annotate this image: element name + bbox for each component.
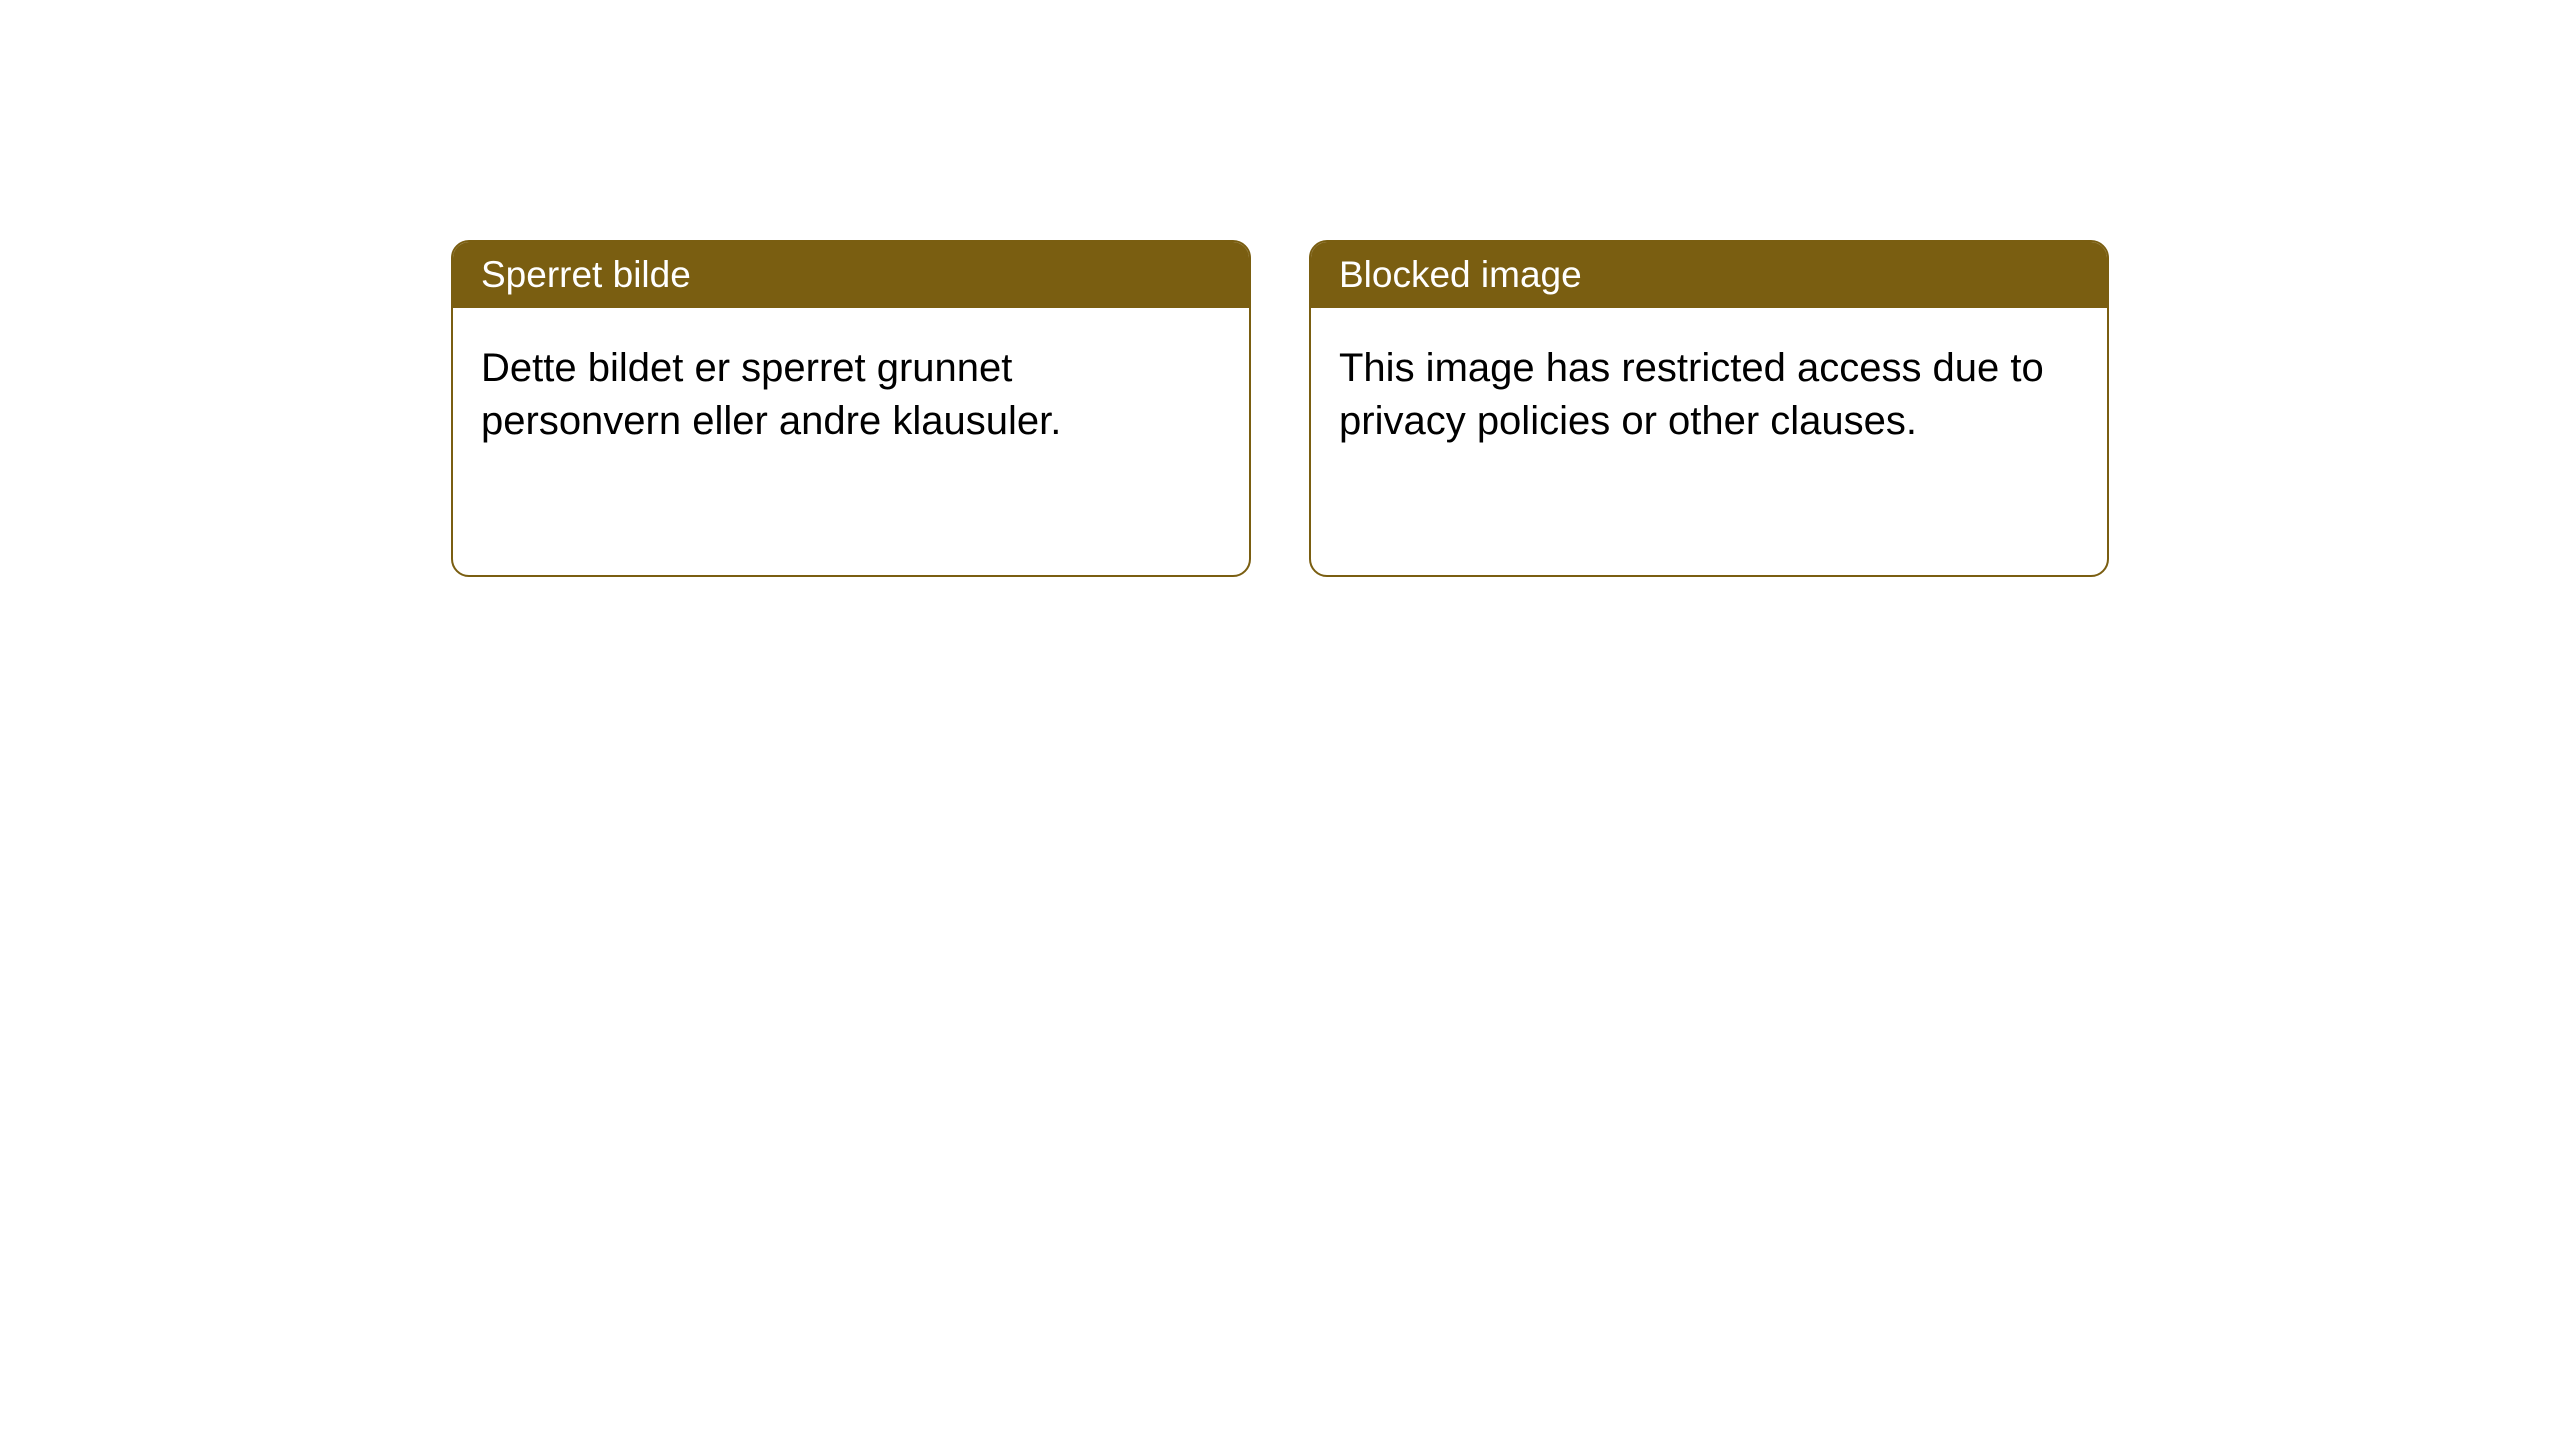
card-message: Dette bildet er sperret grunnet personve… (481, 346, 1061, 443)
card-header: Sperret bilde (453, 242, 1249, 308)
card-body: This image has restricted access due to … (1311, 308, 2107, 482)
notice-card-english: Blocked image This image has restricted … (1309, 240, 2109, 577)
card-header: Blocked image (1311, 242, 2107, 308)
notice-container: Sperret bilde Dette bildet er sperret gr… (451, 240, 2109, 577)
card-message: This image has restricted access due to … (1339, 346, 2044, 443)
card-title: Blocked image (1339, 254, 1582, 295)
card-body: Dette bildet er sperret grunnet personve… (453, 308, 1249, 482)
notice-card-norwegian: Sperret bilde Dette bildet er sperret gr… (451, 240, 1251, 577)
card-title: Sperret bilde (481, 254, 691, 295)
